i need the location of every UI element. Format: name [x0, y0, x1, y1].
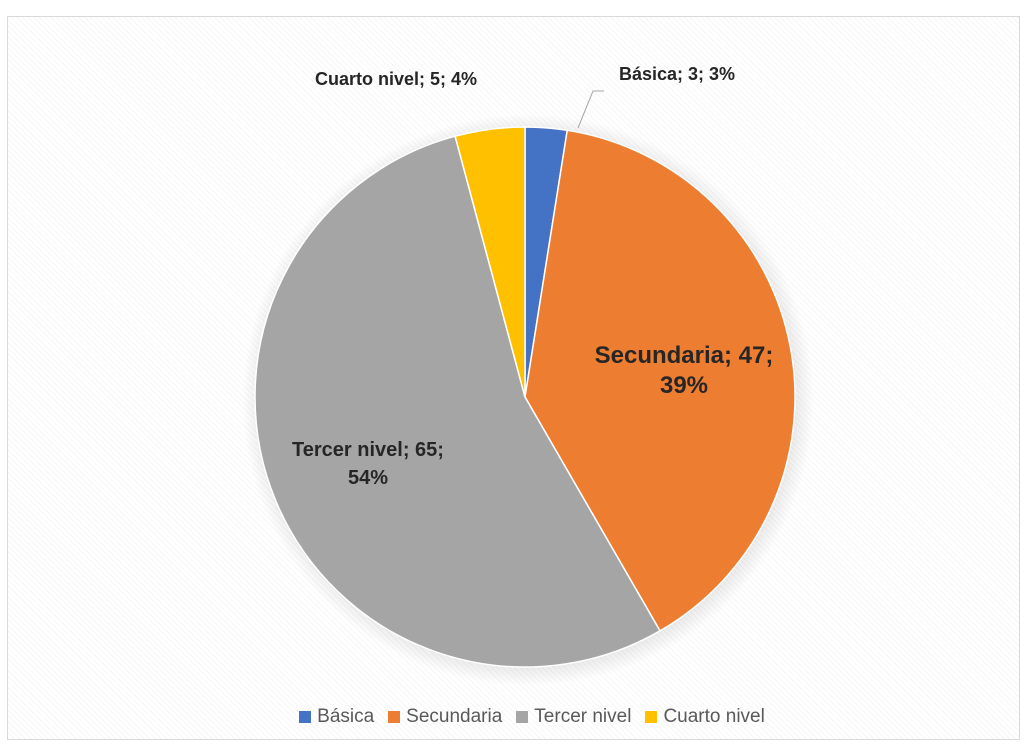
legend-item-secundaria: Secundaria	[388, 706, 502, 728]
data-label-cuarto-nivel: Cuarto nivel; 5; 4%	[315, 69, 477, 89]
legend-label-basica: Básica	[317, 706, 374, 728]
legend-swatch-basica	[299, 711, 311, 723]
legend: Básica Secundaria Tercer nivel Cuarto ni…	[232, 700, 832, 734]
legend-item-basica: Básica	[299, 706, 374, 728]
data-label-basica: Básica; 3; 3%	[619, 64, 735, 84]
legend-swatch-cuarto-nivel	[645, 711, 657, 723]
legend-label-secundaria: Secundaria	[406, 706, 502, 728]
pie-slices	[255, 127, 795, 667]
legend-swatch-secundaria	[388, 711, 400, 723]
legend-swatch-tercer-nivel	[516, 711, 528, 723]
legend-label-cuarto-nivel: Cuarto nivel	[663, 706, 764, 728]
legend-item-cuarto-nivel: Cuarto nivel	[645, 706, 764, 728]
legend-item-tercer-nivel: Tercer nivel	[516, 706, 631, 728]
legend-label-tercer-nivel: Tercer nivel	[534, 706, 631, 728]
